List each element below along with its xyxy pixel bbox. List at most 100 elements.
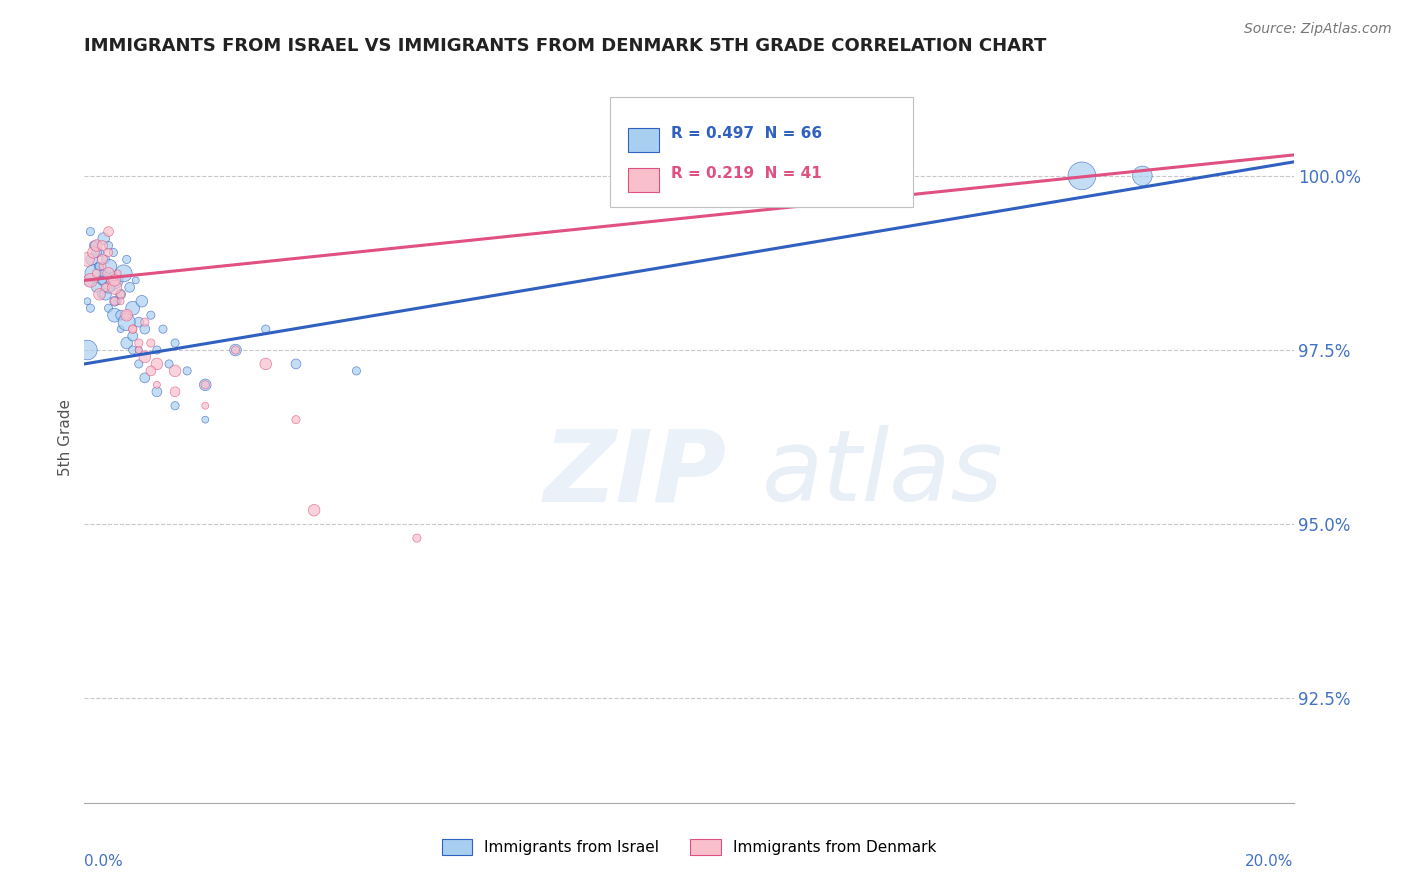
Point bbox=[97, 280, 120, 294]
Point bbox=[115, 252, 138, 267]
Point bbox=[121, 322, 143, 336]
Point bbox=[89, 260, 111, 274]
Point bbox=[165, 384, 187, 399]
Point bbox=[82, 245, 104, 260]
Point bbox=[97, 238, 120, 252]
Point bbox=[110, 287, 132, 301]
Point bbox=[100, 273, 122, 287]
Point bbox=[76, 343, 98, 357]
Point bbox=[146, 377, 169, 392]
FancyBboxPatch shape bbox=[628, 128, 659, 152]
Point bbox=[139, 364, 162, 378]
Point bbox=[128, 336, 150, 351]
Point bbox=[107, 266, 129, 280]
Point bbox=[79, 301, 101, 316]
Point bbox=[115, 308, 138, 322]
Point bbox=[86, 266, 108, 280]
Text: R = 0.497  N = 66: R = 0.497 N = 66 bbox=[671, 126, 823, 141]
Point bbox=[91, 266, 114, 280]
Point bbox=[89, 245, 111, 260]
Point bbox=[225, 343, 247, 357]
Point bbox=[165, 399, 187, 413]
Point bbox=[110, 287, 132, 301]
Legend: Immigrants from Israel, Immigrants from Denmark: Immigrants from Israel, Immigrants from … bbox=[436, 833, 942, 861]
Point bbox=[79, 225, 101, 239]
Point bbox=[134, 322, 156, 336]
Point bbox=[1132, 169, 1154, 183]
Point bbox=[91, 273, 114, 287]
Point bbox=[97, 301, 120, 316]
Point bbox=[146, 357, 169, 371]
Point bbox=[103, 245, 125, 260]
Point bbox=[134, 371, 156, 385]
Point bbox=[165, 364, 187, 378]
Point bbox=[104, 294, 127, 309]
Point bbox=[1071, 169, 1094, 183]
Point bbox=[80, 252, 103, 267]
Point bbox=[104, 308, 127, 322]
Point bbox=[128, 357, 150, 371]
Point bbox=[112, 266, 135, 280]
Point bbox=[225, 343, 247, 357]
Point bbox=[346, 364, 368, 378]
Point bbox=[118, 280, 141, 294]
Point bbox=[79, 273, 101, 287]
Point bbox=[115, 336, 138, 351]
Point bbox=[96, 266, 118, 280]
Text: R = 0.219  N = 41: R = 0.219 N = 41 bbox=[671, 166, 821, 181]
Point bbox=[94, 280, 117, 294]
Point bbox=[104, 273, 127, 287]
Point bbox=[94, 287, 117, 301]
Point bbox=[254, 322, 277, 336]
Text: Source: ZipAtlas.com: Source: ZipAtlas.com bbox=[1244, 22, 1392, 37]
Point bbox=[134, 350, 156, 364]
Point bbox=[110, 308, 132, 322]
Point bbox=[146, 343, 169, 357]
Point bbox=[121, 301, 143, 316]
Point bbox=[131, 294, 153, 309]
Point bbox=[77, 273, 100, 287]
Point bbox=[89, 287, 111, 301]
Point bbox=[139, 336, 162, 351]
Point bbox=[194, 412, 217, 426]
Point bbox=[104, 273, 127, 287]
FancyBboxPatch shape bbox=[610, 97, 912, 207]
Point bbox=[91, 252, 114, 267]
Point bbox=[152, 322, 174, 336]
Point bbox=[121, 329, 143, 343]
Point bbox=[86, 260, 108, 274]
Text: 20.0%: 20.0% bbox=[1246, 854, 1294, 869]
Point bbox=[90, 287, 112, 301]
Point bbox=[194, 399, 217, 413]
Point bbox=[146, 384, 169, 399]
Point bbox=[110, 322, 132, 336]
Point bbox=[121, 343, 143, 357]
Point bbox=[115, 308, 138, 322]
Point bbox=[139, 308, 162, 322]
Point bbox=[100, 280, 122, 294]
Point bbox=[110, 294, 132, 309]
FancyBboxPatch shape bbox=[628, 168, 659, 192]
Point bbox=[91, 260, 114, 274]
Point bbox=[128, 343, 150, 357]
Point bbox=[82, 266, 104, 280]
Point bbox=[302, 503, 325, 517]
Point bbox=[406, 531, 429, 545]
Point bbox=[86, 280, 108, 294]
Point bbox=[128, 315, 150, 329]
Point bbox=[125, 273, 148, 287]
Point bbox=[104, 280, 127, 294]
Point bbox=[121, 322, 143, 336]
Point bbox=[107, 294, 129, 309]
Point bbox=[93, 231, 115, 245]
Point bbox=[97, 225, 120, 239]
Point bbox=[285, 412, 308, 426]
Point bbox=[76, 252, 98, 267]
Point bbox=[86, 238, 108, 252]
Point bbox=[285, 357, 308, 371]
Point bbox=[194, 377, 217, 392]
Y-axis label: 5th Grade: 5th Grade bbox=[58, 399, 73, 475]
Text: 0.0%: 0.0% bbox=[84, 854, 124, 869]
Point bbox=[94, 252, 117, 267]
Point bbox=[84, 238, 107, 252]
